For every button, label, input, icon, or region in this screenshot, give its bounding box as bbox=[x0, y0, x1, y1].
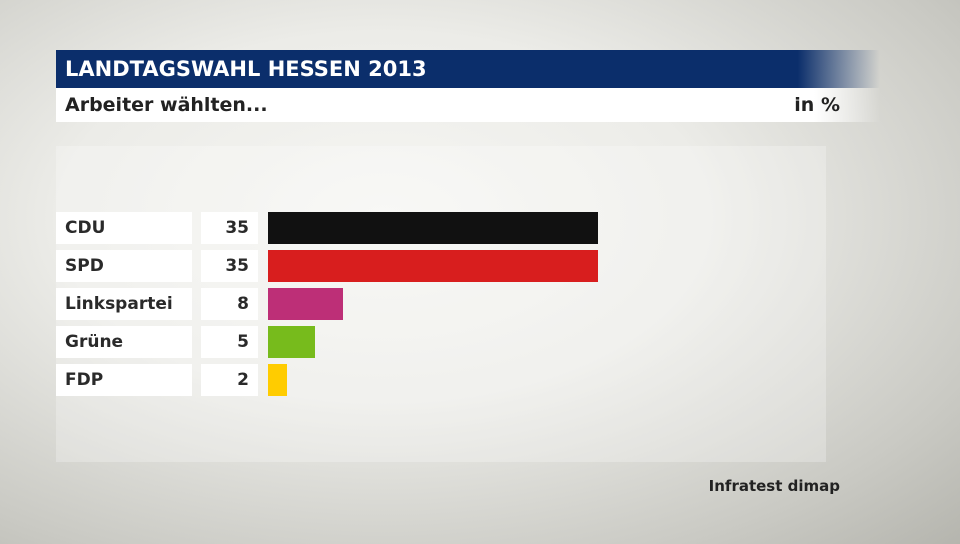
chart-subtitle: Arbeiter wählten... bbox=[65, 94, 268, 116]
value-label: 35 bbox=[201, 250, 258, 282]
category-label: Linkspartei bbox=[56, 288, 192, 320]
bar-grüne bbox=[268, 326, 316, 358]
bar-linkspartei bbox=[268, 288, 344, 320]
bar-spd bbox=[268, 250, 598, 282]
category-label: CDU bbox=[56, 212, 192, 244]
value-label: 8 bbox=[201, 288, 258, 320]
chart-subtitle-bar: Arbeiter wählten... in % bbox=[56, 88, 880, 122]
chart-title: LANDTAGSWAHL HESSEN 2013 bbox=[56, 50, 880, 88]
category-label: Grüne bbox=[56, 326, 192, 358]
value-label: 35 bbox=[201, 212, 258, 244]
bar-cdu bbox=[268, 212, 598, 244]
category-label: SPD bbox=[56, 250, 192, 282]
unit-label: in % bbox=[794, 94, 840, 116]
value-label: 2 bbox=[201, 364, 258, 396]
source-label: Infratest dimap bbox=[708, 477, 840, 495]
value-label: 5 bbox=[201, 326, 258, 358]
category-label: FDP bbox=[56, 364, 192, 396]
bar-fdp bbox=[268, 364, 287, 396]
